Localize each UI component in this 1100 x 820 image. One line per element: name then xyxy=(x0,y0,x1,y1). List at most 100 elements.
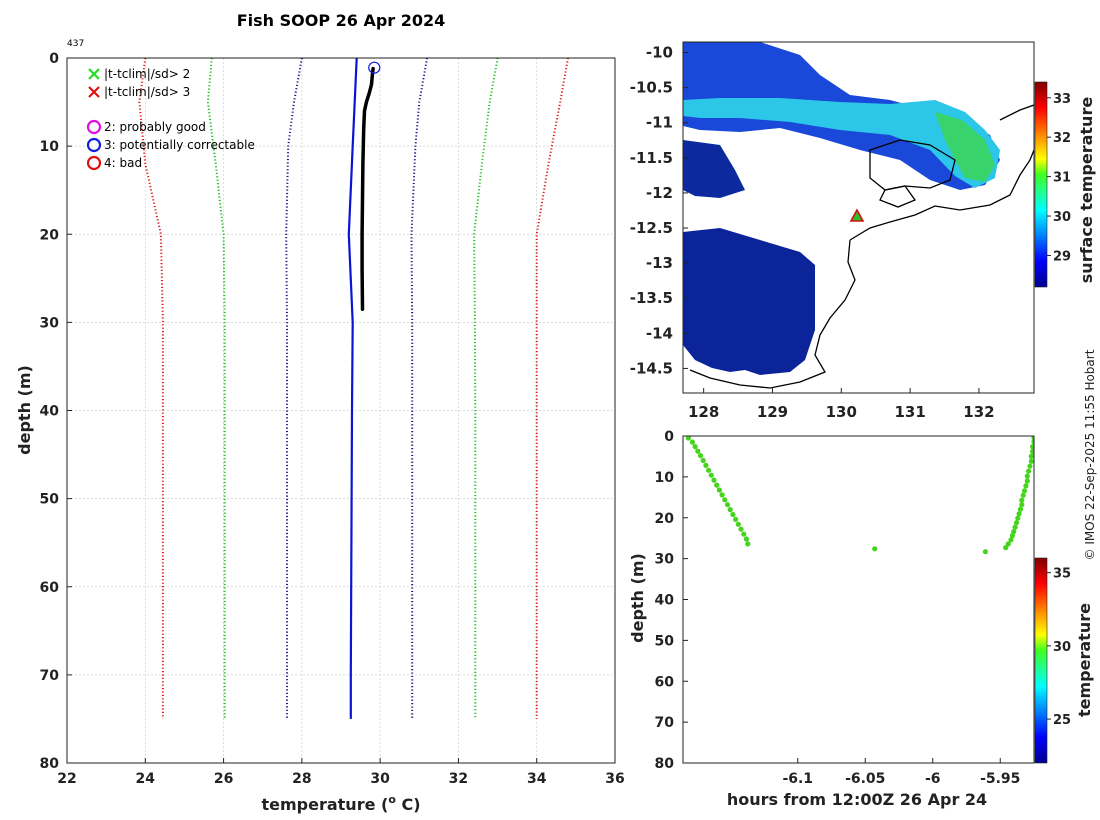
map-x-tick-label-130: 130 xyxy=(826,403,857,421)
coastline xyxy=(849,149,1034,241)
map-y-tick-label-12: -12 xyxy=(646,184,673,202)
series-climatology-mean xyxy=(347,58,358,719)
temperature-colorbar-label: temperature xyxy=(1075,603,1094,717)
time-point-10 xyxy=(714,482,720,488)
map-y-tick-label-13-5: -13.5 xyxy=(630,289,673,307)
x-tick-label-24: 24 xyxy=(136,771,156,787)
time-depth-plot: -6.1 -6.05 -6 -5.95 0 10 20 30 40 50 60 70 80 hours … xyxy=(628,429,1094,809)
sst-colorbar-ticks: 29 30 31 32 33 xyxy=(1047,92,1071,264)
sst-swath-south xyxy=(683,228,815,375)
y-tick-label-30: 30 xyxy=(40,315,60,331)
time-point-13 xyxy=(722,497,728,503)
time-point-38 xyxy=(1021,488,1028,494)
x-axis-label-superscript: o xyxy=(388,793,396,806)
profile-ticks: 22 24 26 28 30 32 34 36 0 10 20 30 40 50 60 70 80 xyxy=(40,51,625,787)
map-content xyxy=(683,42,1034,389)
y-tick-label-80: 80 xyxy=(40,756,60,772)
legend-label-3: 3: potentially correctable xyxy=(104,138,255,152)
time-point-29 xyxy=(1011,529,1017,535)
cast-location-marker xyxy=(849,208,865,222)
time-point-20 xyxy=(741,531,747,537)
y-tick-label-70: 70 xyxy=(40,668,60,684)
credit-text: © IMOS 22-Sep-2025 11:55 Hobart xyxy=(1083,349,1097,560)
x-axis-label: temperature (o C) xyxy=(261,793,420,814)
time-point-46 xyxy=(1030,448,1034,455)
sst-cb-tick-label-32: 32 xyxy=(1053,131,1071,146)
time-point-41 xyxy=(1024,473,1030,479)
time-y-tick-label-50: 50 xyxy=(655,633,675,649)
time-point-32 xyxy=(1015,515,1021,521)
time-y-axis-label: depth (m) xyxy=(628,553,647,643)
time-point-39 xyxy=(1023,483,1029,489)
time-point-22 xyxy=(745,541,751,547)
profile-annotations xyxy=(368,61,381,74)
time-y-tick-label-10: 10 xyxy=(655,470,675,486)
time-x-tick-label-6: -6 xyxy=(925,771,941,787)
time-point-0 xyxy=(685,436,691,441)
time-point-8 xyxy=(708,472,714,478)
time-point-21 xyxy=(743,536,750,542)
time-point-40 xyxy=(1024,478,1030,484)
time-point-3 xyxy=(695,448,701,454)
map-y-tick-label-14-5: -14.5 xyxy=(630,359,673,377)
y-tick-label-60: 60 xyxy=(40,580,60,596)
series-3-sd xyxy=(535,58,569,719)
y-tick-label-20: 20 xyxy=(40,227,60,243)
map-frame xyxy=(682,41,1035,394)
time-point-30 xyxy=(1012,524,1018,530)
legend-marker-4 xyxy=(86,155,102,171)
map-x-tick-label-131: 131 xyxy=(894,403,925,421)
time-plot-ticks: -6.1 -6.05 -6 -5.95 0 10 20 30 40 50 60 70 80 xyxy=(655,429,1021,787)
time-point-37 xyxy=(1020,492,1026,498)
time-x-tick-label-6-1: -6.1 xyxy=(782,771,813,787)
temp-cb-tick-label-30: 30 xyxy=(1053,640,1071,655)
coastline-west xyxy=(689,239,856,389)
time-point-9 xyxy=(711,477,717,483)
time-point-18 xyxy=(735,521,741,527)
temp-cb-tick-label-25: 25 xyxy=(1053,713,1071,728)
legend-label-4: 4: bad xyxy=(104,156,142,170)
time-point-27 xyxy=(1008,537,1014,543)
map-ticks: 128 129 130 131 132 -10 -10.5 -11 -11.5 -12 -12.5 -… xyxy=(630,44,995,421)
map-x-tick-label-128: 128 xyxy=(688,403,719,421)
sst-cb-tick-label-31: 31 xyxy=(1053,171,1071,186)
time-point-7 xyxy=(706,467,712,473)
sst-map: 128 129 130 131 132 -10 -10.5 -11 -11.5 -12 -12.5 -… xyxy=(630,41,1096,421)
time-point-11 xyxy=(716,487,723,493)
time-point-24 xyxy=(982,549,989,555)
time-point-36 xyxy=(1019,497,1025,503)
time-point-16 xyxy=(730,511,736,518)
time-y-tick-label-80: 80 xyxy=(655,756,675,772)
sst-cb-tick-label-30: 30 xyxy=(1053,210,1071,225)
sst-cb-tick-label-29: 29 xyxy=(1053,249,1071,264)
island-bathurst xyxy=(879,185,917,208)
series-2-sd xyxy=(206,58,226,719)
time-point-44 xyxy=(1028,458,1034,464)
x-tick-label-32: 32 xyxy=(449,771,468,787)
time-point-2 xyxy=(692,444,698,450)
legend-label-0: |t-tclim|/sd> 2 xyxy=(104,67,190,81)
time-plot-area xyxy=(683,436,1034,763)
time-x-tick-label-6-05: -6.05 xyxy=(845,771,885,787)
series-3-sd xyxy=(138,58,164,719)
time-point-25 xyxy=(1003,545,1009,551)
x-tick-label-36: 36 xyxy=(605,771,624,787)
time-point-47 xyxy=(1030,444,1034,450)
series-2-sd xyxy=(473,58,499,719)
time-point-31 xyxy=(1013,520,1020,526)
x-axis-label-unit: C) xyxy=(396,795,421,814)
map-y-tick-label-10: -10 xyxy=(646,44,673,62)
qc-flag-circle-0 xyxy=(368,61,381,74)
x-tick-label-26: 26 xyxy=(214,771,233,787)
map-y-tick-label-10-5: -10.5 xyxy=(630,79,673,97)
time-y-tick-label-60: 60 xyxy=(655,674,675,690)
time-y-tick-label-40: 40 xyxy=(655,593,675,609)
profile-id: 437 xyxy=(67,39,84,49)
time-y-tick-label-70: 70 xyxy=(655,715,675,731)
map-y-tick-label-14: -14 xyxy=(646,324,673,342)
time-point-23 xyxy=(872,546,878,552)
time-x-axis-label: hours from 12:00Z 26 Apr 24 xyxy=(727,790,987,809)
time-y-tick-label-0: 0 xyxy=(664,429,674,445)
legend-marker-0 xyxy=(88,68,100,80)
island-melville xyxy=(869,139,956,191)
